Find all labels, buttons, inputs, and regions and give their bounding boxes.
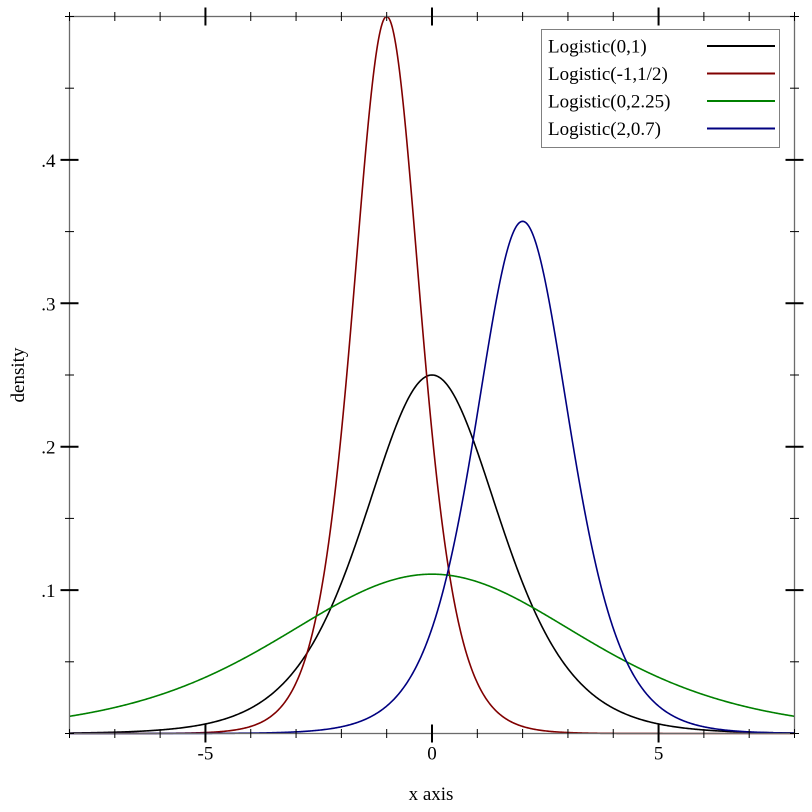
ticks (60, 7, 804, 743)
series-line-3 (69, 220, 795, 735)
legend-label: Logistic(-1,1/2) (548, 64, 668, 85)
legend: Logistic(0,1) Logistic(-1,1/2) Logistic(0,… (541, 29, 780, 148)
x-axis-label: x axis (409, 784, 454, 805)
y-tick-label: .3 (41, 294, 55, 315)
x-tick-label: 0 (427, 744, 437, 765)
y-tick-label: .4 (41, 151, 56, 172)
series-line-2 (69, 573, 795, 718)
y-tick-label: .2 (41, 438, 55, 459)
x-tick-label: 5 (654, 744, 664, 765)
tick-labels: -5 0 5 .1 .2 .3 .4 (41, 151, 663, 765)
y-axis-label: density (8, 347, 29, 402)
y-tick-label: .1 (41, 581, 55, 602)
legend-label: Logistic(2,0.7) (548, 119, 661, 140)
legend-label: Logistic(0,2.25) (548, 92, 670, 113)
legend-label: Logistic(0,1) (548, 37, 647, 58)
x-tick-label: -5 (198, 744, 214, 765)
series-line-0 (69, 374, 795, 734)
